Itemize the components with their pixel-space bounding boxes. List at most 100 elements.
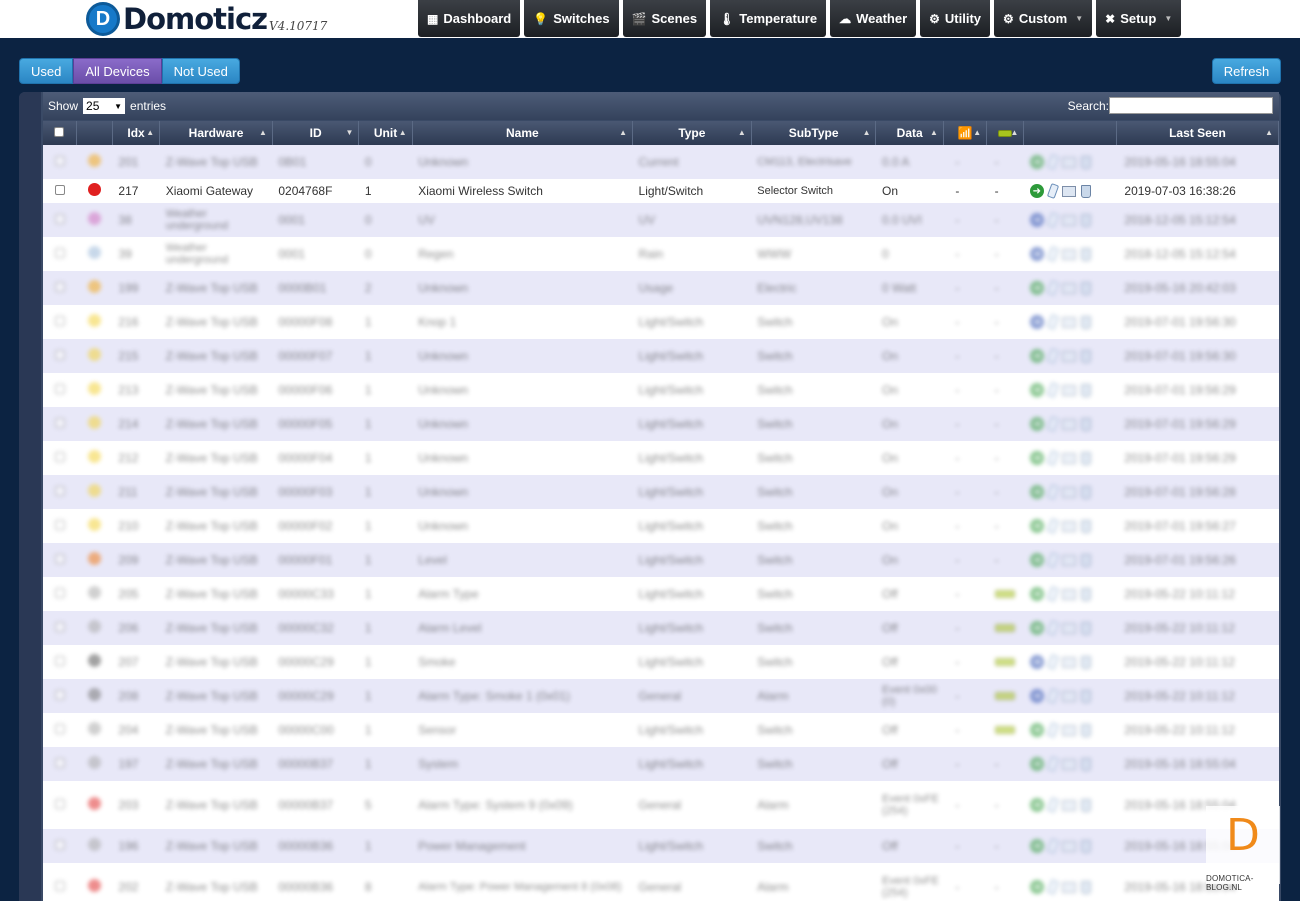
log-icon[interactable] xyxy=(1061,690,1076,702)
table-row[interactable]: 197 Z-Wave Top USB 00000B37 1 System Light/Sw… xyxy=(43,747,1279,781)
table-row[interactable]: 208 Z-Wave Top USB 00000C29 1 Alarm Type: Sm… xyxy=(43,679,1279,713)
header-subtype[interactable]: SubType ▲ xyxy=(751,121,877,145)
delete-trash-icon[interactable] xyxy=(1080,757,1091,771)
table-row[interactable]: 39 Weather underground 0001 0 Regen Rain WWW 0-… xyxy=(43,237,1279,271)
row-select-cell[interactable] xyxy=(43,543,77,577)
log-icon[interactable] xyxy=(1061,214,1076,226)
row-select-cell[interactable] xyxy=(43,781,77,829)
log-icon[interactable] xyxy=(1061,316,1076,328)
row-checkbox[interactable] xyxy=(54,881,65,891)
row-select-cell[interactable] xyxy=(43,237,77,271)
header-unit[interactable]: Unit ▲ xyxy=(358,121,413,145)
log-icon[interactable] xyxy=(1061,724,1076,736)
nav-custom[interactable]: ⚙ Custom ▼ xyxy=(994,0,1093,37)
row-select-cell[interactable] xyxy=(43,577,77,611)
row-checkbox[interactable] xyxy=(54,840,65,850)
delete-trash-icon[interactable] xyxy=(1080,689,1091,703)
replace-device-icon[interactable]: ➜ xyxy=(1029,184,1044,198)
replace-device-icon[interactable]: ➜ xyxy=(1029,349,1044,363)
row-select-cell[interactable] xyxy=(43,179,77,203)
log-icon[interactable] xyxy=(1061,156,1076,168)
edit-pencil-icon[interactable] xyxy=(1046,154,1060,170)
delete-trash-icon[interactable] xyxy=(1080,247,1091,261)
replace-device-icon[interactable]: ➜ xyxy=(1029,213,1044,227)
row-select-cell[interactable] xyxy=(43,829,77,863)
table-row[interactable]: 205 Z-Wave Top USB 00000C33 1 Alarm Type Ligh… xyxy=(43,577,1279,611)
entries-select[interactable]: 25 ▼ xyxy=(83,98,126,114)
delete-trash-icon[interactable] xyxy=(1080,417,1091,431)
table-row[interactable]: 209 Z-Wave Top USB 00000F01 1 Level Light/Swi… xyxy=(43,543,1279,577)
filter-all-devices-button[interactable]: All Devices xyxy=(73,58,162,84)
replace-device-icon[interactable]: ➜ xyxy=(1029,485,1044,499)
log-icon[interactable] xyxy=(1061,656,1076,668)
replace-device-icon[interactable]: ➜ xyxy=(1029,757,1044,771)
log-icon[interactable] xyxy=(1061,185,1076,197)
edit-pencil-icon[interactable] xyxy=(1046,797,1060,813)
delete-trash-icon[interactable] xyxy=(1080,723,1091,737)
log-icon[interactable] xyxy=(1061,452,1076,464)
row-checkbox[interactable] xyxy=(54,384,65,394)
edit-pencil-icon[interactable] xyxy=(1046,314,1060,330)
log-icon[interactable] xyxy=(1061,622,1076,634)
delete-trash-icon[interactable] xyxy=(1080,621,1091,635)
row-select-cell[interactable] xyxy=(43,339,77,373)
table-row[interactable]: 38 Weather underground 0001 0 UV UV UVN128,UV1… xyxy=(43,203,1279,237)
log-icon[interactable] xyxy=(1061,554,1076,566)
table-row[interactable]: 204 Z-Wave Top USB 00000C00 1 Sensor Light/Sw… xyxy=(43,713,1279,747)
edit-pencil-icon[interactable] xyxy=(1046,382,1060,398)
delete-trash-icon[interactable] xyxy=(1080,315,1091,329)
delete-trash-icon[interactable] xyxy=(1080,880,1091,894)
row-select-cell[interactable] xyxy=(43,645,77,679)
edit-pencil-icon[interactable] xyxy=(1046,484,1060,500)
table-row[interactable]: 212 Z-Wave Top USB 00000F04 1 Unknown Light/S… xyxy=(43,441,1279,475)
edit-pencil-icon[interactable] xyxy=(1046,518,1060,534)
header-id[interactable]: ID ▼ xyxy=(272,121,360,145)
row-select-cell[interactable] xyxy=(43,305,77,339)
header-hardware[interactable]: Hardware ▲ xyxy=(159,121,273,145)
edit-pencil-icon[interactable] xyxy=(1046,183,1060,199)
row-checkbox[interactable] xyxy=(54,622,65,632)
row-select-cell[interactable] xyxy=(43,373,77,407)
row-select-cell[interactable] xyxy=(43,611,77,645)
row-checkbox[interactable] xyxy=(54,588,65,598)
replace-device-icon[interactable]: ➜ xyxy=(1029,689,1044,703)
row-checkbox[interactable] xyxy=(54,248,65,258)
replace-device-icon[interactable]: ➜ xyxy=(1029,621,1044,635)
row-checkbox[interactable] xyxy=(54,185,65,195)
nav-dashboard[interactable]: ▦ Dashboard xyxy=(418,0,521,37)
row-checkbox[interactable] xyxy=(54,486,65,496)
table-row[interactable]: 199 Z-Wave Top USB 0000B01 2 Unknown Usage Ele… xyxy=(43,271,1279,305)
edit-pencil-icon[interactable] xyxy=(1046,722,1060,738)
delete-trash-icon[interactable] xyxy=(1080,553,1091,567)
select-all-checkbox[interactable] xyxy=(54,127,65,137)
nav-switches[interactable]: 💡 Switches xyxy=(524,0,619,37)
header-type[interactable]: Type ▲ xyxy=(632,121,752,145)
row-checkbox[interactable] xyxy=(54,758,65,768)
nav-weather[interactable]: ☁ Weather xyxy=(830,0,917,37)
row-checkbox[interactable] xyxy=(54,656,65,666)
replace-device-icon[interactable]: ➜ xyxy=(1029,519,1044,533)
delete-trash-icon[interactable] xyxy=(1080,839,1091,853)
row-select-cell[interactable] xyxy=(43,475,77,509)
edit-pencil-icon[interactable] xyxy=(1046,280,1060,296)
delete-trash-icon[interactable] xyxy=(1080,655,1091,669)
log-icon[interactable] xyxy=(1061,799,1076,811)
delete-trash-icon[interactable] xyxy=(1080,519,1091,533)
delete-trash-icon[interactable] xyxy=(1080,383,1091,397)
table-row[interactable]: 213 Z-Wave Top USB 00000F06 1 Unknown Light/S… xyxy=(43,373,1279,407)
row-select-cell[interactable] xyxy=(43,407,77,441)
log-icon[interactable] xyxy=(1061,588,1076,600)
row-select-cell[interactable] xyxy=(43,145,77,179)
row-checkbox[interactable] xyxy=(54,156,65,166)
replace-device-icon[interactable]: ➜ xyxy=(1029,451,1044,465)
row-checkbox[interactable] xyxy=(54,282,65,292)
table-row[interactable]: 206 Z-Wave Top USB 00000C32 1 Alarm Level Lig… xyxy=(43,611,1279,645)
table-row[interactable]: 211 Z-Wave Top USB 00000F03 1 Unknown Light/S… xyxy=(43,475,1279,509)
delete-trash-icon[interactable] xyxy=(1080,155,1091,169)
table-row[interactable]: 215 Z-Wave Top USB 00000F07 1 Unknown Light/S… xyxy=(43,339,1279,373)
table-row[interactable]: 210 Z-Wave Top USB 00000F02 1 Unknown Light/S… xyxy=(43,509,1279,543)
table-row[interactable]: 216 Z-Wave Top USB 00000F08 1 Knop 1 Light/Sw… xyxy=(43,305,1279,339)
row-select-cell[interactable] xyxy=(43,203,77,237)
replace-device-icon[interactable]: ➜ xyxy=(1029,155,1044,169)
edit-pencil-icon[interactable] xyxy=(1046,212,1060,228)
